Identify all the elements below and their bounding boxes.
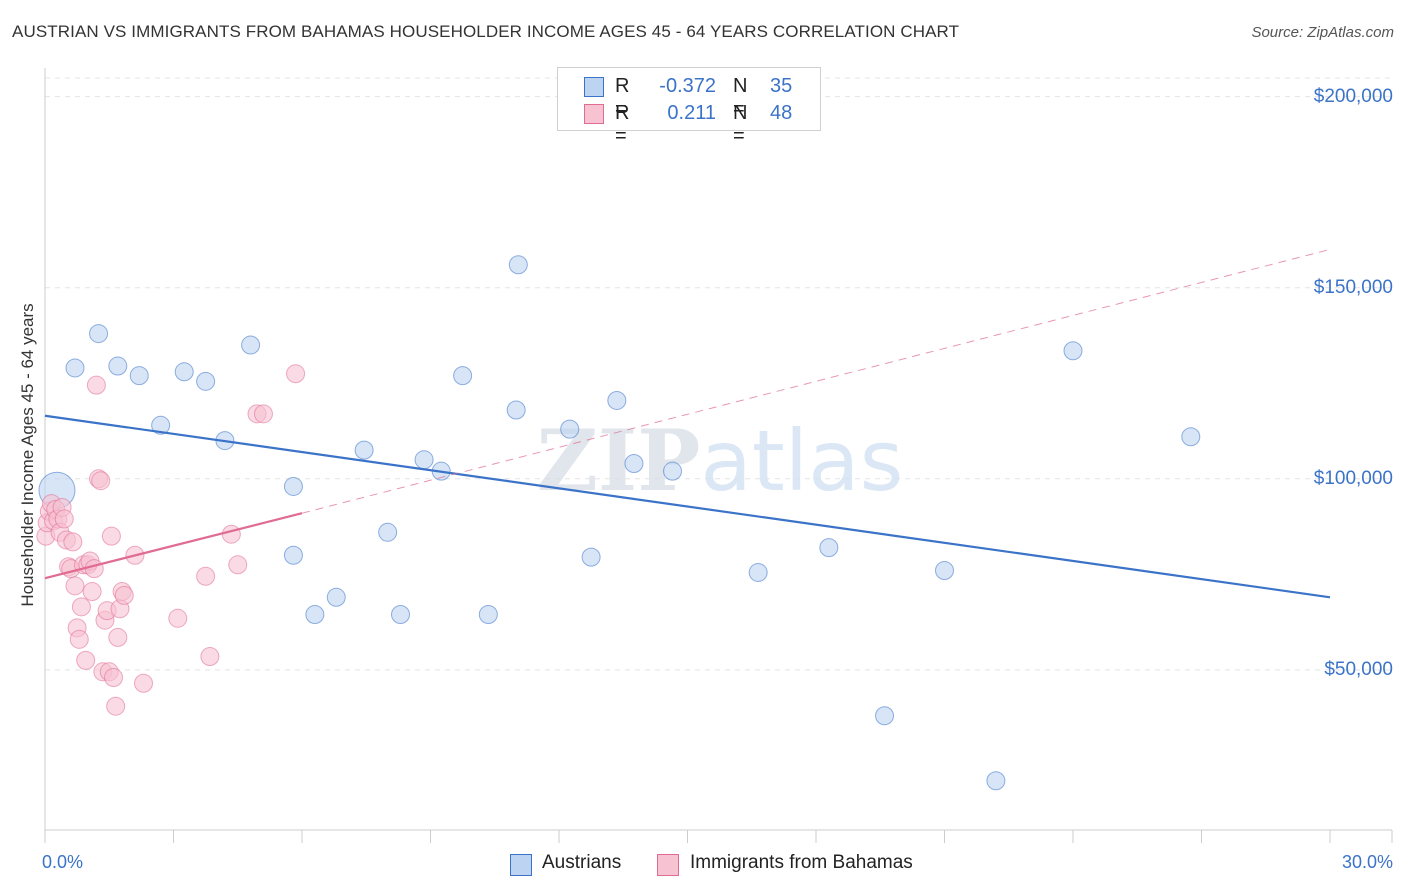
austrians-point xyxy=(453,366,473,386)
bahamas-point xyxy=(71,597,91,617)
austrians-point xyxy=(151,415,171,435)
austrians-point xyxy=(305,604,325,624)
austrians-point xyxy=(326,587,346,607)
legend-n-label: N = xyxy=(733,102,748,147)
bahamas-point xyxy=(84,559,104,579)
bahamas-point xyxy=(63,532,83,552)
watermark-atlas: atlas xyxy=(700,412,903,510)
austrians-point xyxy=(391,604,411,624)
bahamas-point xyxy=(82,582,102,602)
bahamas-trend-extension xyxy=(301,248,1331,514)
legend-swatch-austrians xyxy=(584,77,604,97)
austrians-point xyxy=(478,604,498,624)
bahamas-point xyxy=(221,524,241,544)
bahamas-point xyxy=(91,471,111,491)
austrians-point xyxy=(283,545,303,565)
austrians-point xyxy=(174,362,194,382)
austrians-point xyxy=(241,335,261,355)
bahamas-point xyxy=(114,585,134,605)
austrians-point xyxy=(65,358,85,378)
austrians-point xyxy=(108,356,128,376)
legend-r-label: R = xyxy=(615,75,630,120)
bottom-legend-swatch-austrians xyxy=(510,854,532,876)
y-tick-label: $50,000 xyxy=(1324,659,1393,680)
bahamas-point xyxy=(253,404,273,424)
x-tick-label-max: 30.0% xyxy=(1341,852,1393,872)
austrians-point xyxy=(89,324,109,344)
austrians-point xyxy=(508,255,528,275)
austrians-trend-line xyxy=(44,414,1331,599)
bahamas-trend-line xyxy=(44,512,303,580)
austrians-point xyxy=(1181,427,1201,447)
austrians-point xyxy=(935,561,954,581)
austrians-point xyxy=(506,400,526,420)
austrians-point xyxy=(129,366,149,386)
bahamas-point xyxy=(228,555,248,575)
legend-n-value: 35 xyxy=(770,75,793,97)
bahamas-point xyxy=(76,650,96,670)
bottom-legend-label-austrians: Austrians xyxy=(542,852,622,873)
austrians-point xyxy=(414,450,434,470)
legend-n-label: N = xyxy=(733,75,748,120)
legend-r-label: R = xyxy=(615,102,630,147)
legend-r-value: -0.372 xyxy=(659,75,716,97)
austrians-point xyxy=(196,371,216,391)
austrians-point xyxy=(875,706,895,726)
bahamas-point xyxy=(196,566,216,586)
austrians-point xyxy=(819,538,839,558)
austrians-point xyxy=(378,522,398,542)
bahamas-point xyxy=(286,364,306,384)
watermark: ZIPatlas xyxy=(537,411,904,510)
austrians-point xyxy=(624,454,644,474)
correlation-legend: R = -0.372 N = 35 R = 0.211 N = 48 xyxy=(557,67,821,147)
bahamas-point xyxy=(168,608,188,628)
austrians-point xyxy=(1063,341,1083,361)
bahamas-point xyxy=(54,509,74,529)
bahamas-point xyxy=(200,647,220,667)
bahamas-point xyxy=(134,673,154,693)
austrians-point xyxy=(354,440,374,460)
bottom-legend-swatch-bahamas xyxy=(657,854,679,876)
x-tick-label-min: 0.0% xyxy=(42,852,84,872)
bahamas-point xyxy=(65,576,85,596)
y-tick-label: $100,000 xyxy=(1313,468,1393,489)
bahamas-point xyxy=(108,627,128,647)
austrians-point xyxy=(581,547,601,567)
bottom-legend-label-bahamas: Immigrants from Bahamas xyxy=(690,852,913,873)
bahamas-point xyxy=(69,629,89,649)
chart-title: AUSTRIAN VS IMMIGRANTS FROM BAHAMAS HOUS… xyxy=(12,22,960,41)
chart-source: Source: ZipAtlas.com xyxy=(1251,24,1394,41)
y-tick-label: $200,000 xyxy=(1313,86,1393,107)
legend-n-value: 48 xyxy=(770,102,793,124)
bahamas-point xyxy=(101,526,121,546)
austrians-point xyxy=(748,562,768,582)
bahamas-point xyxy=(86,375,106,395)
bahamas-point xyxy=(104,668,124,688)
y-tick-label: $150,000 xyxy=(1313,277,1393,298)
austrians-point xyxy=(663,461,683,481)
legend-swatch-bahamas xyxy=(584,104,604,124)
austrians-point xyxy=(607,390,627,410)
bahamas-point xyxy=(106,696,126,716)
austrians-point xyxy=(560,419,580,439)
austrians-point xyxy=(283,476,303,496)
legend-r-value: 0.211 xyxy=(667,102,716,124)
austrians-point xyxy=(986,771,1006,791)
